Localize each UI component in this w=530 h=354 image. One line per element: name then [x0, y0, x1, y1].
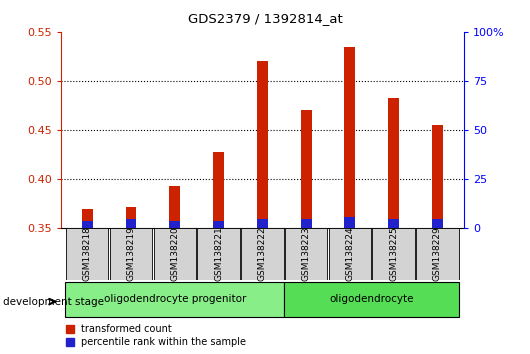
FancyBboxPatch shape — [285, 228, 328, 280]
FancyBboxPatch shape — [154, 228, 196, 280]
Text: GSM138222: GSM138222 — [258, 227, 267, 281]
Bar — [82, 209, 93, 228]
Text: GSM138229: GSM138229 — [433, 227, 442, 281]
FancyBboxPatch shape — [65, 282, 284, 316]
Bar — [344, 47, 356, 228]
Text: GDS2379 / 1392814_at: GDS2379 / 1392814_at — [188, 12, 342, 25]
Text: oligodendrocyte: oligodendrocyte — [330, 294, 414, 304]
FancyBboxPatch shape — [329, 228, 371, 280]
Bar — [301, 110, 312, 228]
Bar — [344, 217, 356, 228]
Bar — [169, 186, 180, 228]
Text: GSM138223: GSM138223 — [302, 227, 311, 281]
Bar — [213, 222, 224, 228]
Bar — [432, 219, 443, 228]
Text: GSM138221: GSM138221 — [214, 227, 223, 281]
FancyBboxPatch shape — [416, 228, 459, 280]
Bar — [82, 222, 93, 228]
Bar — [257, 218, 268, 228]
FancyBboxPatch shape — [66, 228, 109, 280]
Text: GSM138225: GSM138225 — [389, 227, 398, 281]
Text: GSM138224: GSM138224 — [346, 227, 355, 281]
Bar — [126, 218, 137, 228]
Legend: transformed count, percentile rank within the sample: transformed count, percentile rank withi… — [66, 325, 246, 347]
Text: GSM138220: GSM138220 — [170, 227, 179, 281]
Text: GSM138218: GSM138218 — [83, 227, 92, 281]
Bar — [388, 218, 399, 228]
Text: development stage: development stage — [3, 297, 104, 307]
Bar — [169, 222, 180, 228]
FancyBboxPatch shape — [197, 228, 240, 280]
Bar — [126, 207, 137, 228]
FancyBboxPatch shape — [110, 228, 152, 280]
Bar — [213, 152, 224, 228]
FancyBboxPatch shape — [373, 228, 415, 280]
Text: oligodendrocyte progenitor: oligodendrocyte progenitor — [103, 294, 246, 304]
Text: GSM138219: GSM138219 — [127, 227, 136, 281]
Bar — [257, 61, 268, 228]
Bar — [388, 98, 399, 228]
FancyBboxPatch shape — [284, 282, 460, 316]
Bar — [432, 125, 443, 228]
FancyBboxPatch shape — [241, 228, 284, 280]
Bar — [301, 218, 312, 228]
